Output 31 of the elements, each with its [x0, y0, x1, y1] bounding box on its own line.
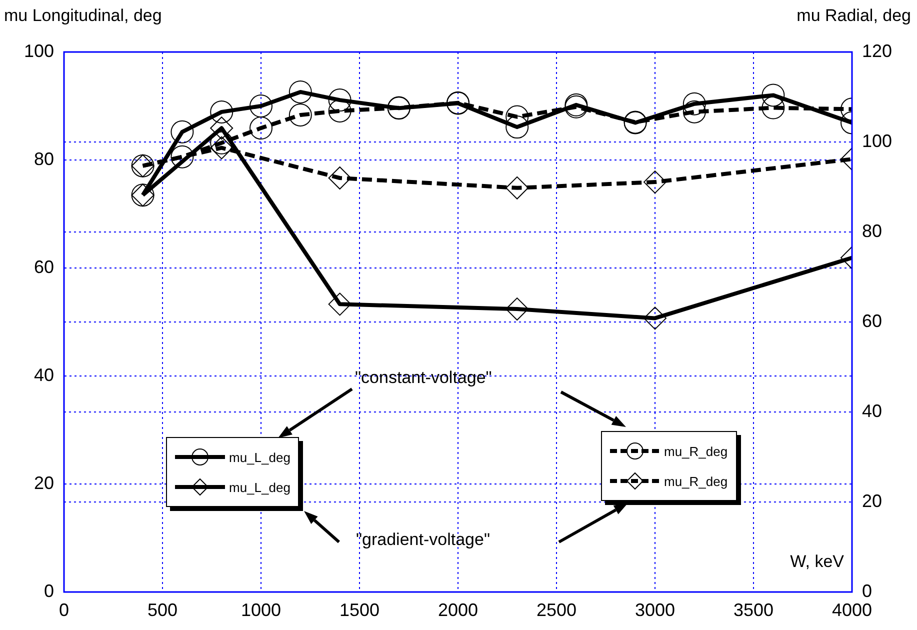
x-axis-title: W, keV [790, 552, 844, 572]
y-tick-label: 100 [24, 40, 54, 61]
y2-tick-label: 0 [862, 580, 872, 601]
annotation: "gradient-voltage" [356, 530, 490, 550]
x-tick-label: 0 [58, 600, 70, 620]
x-tick-label: 2500 [536, 600, 577, 620]
y-axis-title: mu Longitudinal, deg [4, 6, 162, 26]
x-tick-label: 1000 [240, 600, 282, 620]
y-tick-label: 0 [44, 580, 54, 601]
x-tick-label: 2000 [438, 600, 478, 620]
x-tick-label: 3000 [634, 600, 676, 620]
y2-tick-label: 20 [862, 490, 882, 511]
y-tick-label: 80 [34, 148, 54, 169]
x-tick-label: 1500 [339, 600, 380, 620]
legend-label: mu_L_deg [229, 450, 290, 464]
annotation: "constant-voltage" [355, 368, 492, 388]
y2-tick-label: 60 [862, 310, 882, 331]
x-tick-label: 3500 [733, 600, 774, 620]
y2-tick-label: 80 [862, 220, 882, 241]
y-tick-label: 60 [34, 256, 54, 277]
legend-label: mu_R_deg [664, 474, 728, 488]
legend-label: mu_R_deg [664, 444, 728, 458]
x-tick-label: 500 [147, 600, 178, 620]
y2-tick-label: 40 [862, 400, 882, 421]
y-tick-label: 40 [34, 364, 54, 385]
x-tick-label: 4000 [832, 600, 872, 620]
legend-label: mu_L_deg [229, 480, 290, 494]
y-tick-label: 20 [34, 472, 54, 493]
y2-tick-label: 100 [862, 130, 892, 151]
y2-axis-title: mu Radial, deg [796, 6, 911, 26]
y2-tick-label: 120 [862, 40, 892, 61]
